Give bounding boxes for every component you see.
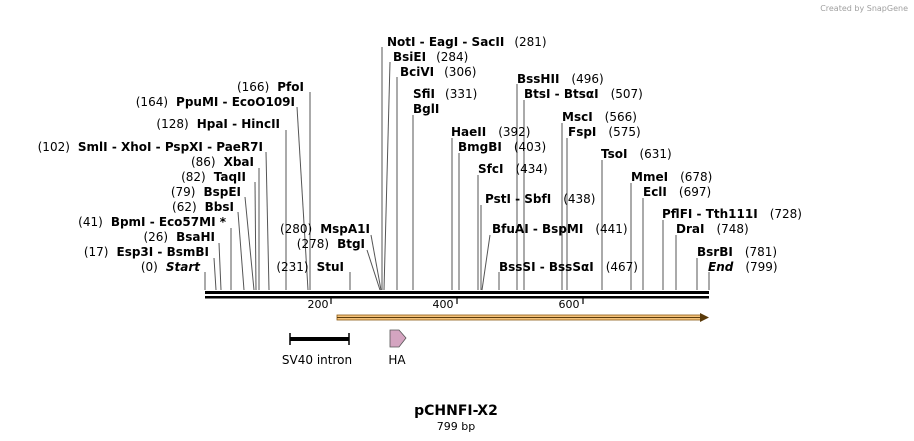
site-label[interactable]: (164) PpuMI - EcoO109I [136, 95, 295, 109]
plasmid-name: pCHNFI-X2 [414, 403, 498, 419]
site-label[interactable]: (128) HpaI - HincII [156, 117, 280, 131]
site-label[interactable]: DraI (748) [676, 222, 749, 236]
ha-label: HA [388, 353, 406, 367]
site-label[interactable]: MmeI (678) [631, 170, 712, 184]
tick-btgI [366, 249, 381, 291]
site-label[interactable]: BmgBI (403) [458, 140, 546, 154]
orf-arrow[interactable] [336, 313, 709, 322]
site-label[interactable]: BtsI - BtsαI (507) [524, 87, 643, 101]
sv40-intron-label: SV40 intron [282, 353, 352, 367]
site-label[interactable]: BssHII (496) [517, 72, 604, 86]
site-label[interactable]: (0) Start [141, 260, 201, 274]
site-label[interactable]: (41) BpmI - Eco57MI * [78, 215, 227, 229]
site-label[interactable]: (82) TaqII [181, 170, 246, 184]
site-label[interactable]: BsiEI (284) [393, 50, 468, 64]
site-ticks [204, 47, 710, 291]
site-label[interactable]: BfuAI - BspMI (441) [492, 222, 628, 236]
site-label[interactable]: (17) Esp3I - BsmBI [84, 245, 209, 259]
site-label[interactable]: SfiI (331) [413, 87, 477, 101]
backbone [205, 291, 709, 299]
site-label[interactable]: MscI (566) [562, 110, 637, 124]
site-label[interactable]: BglI [413, 102, 439, 116]
tick-ppuMI [296, 106, 309, 291]
site-label[interactable]: SfcI (434) [478, 162, 548, 176]
site-label[interactable]: (62) BbsI [172, 200, 234, 214]
site-label[interactable]: BciVI (306) [400, 65, 476, 79]
site-label[interactable]: (79) BspEI [171, 185, 241, 199]
site-label[interactable]: HaeII (392) [451, 125, 531, 139]
tick-mspA1I [370, 234, 382, 291]
tick-esp3I [213, 257, 217, 291]
plasmid-length: 799 bp [437, 420, 475, 433]
site-labels: NotI - EagI - SacII (281) BsiEI (284) BciV… [38, 35, 802, 274]
tick-taqII [254, 181, 257, 291]
tick-bsaHI [218, 242, 222, 291]
site-label[interactable]: (102) SmlI - XhoI - PspXI - PaeR7I [38, 140, 263, 154]
site-label[interactable]: NotI - EagI - SacII (281) [387, 35, 547, 49]
ruler-label-600: 600 [559, 298, 580, 311]
site-label[interactable]: (26) BsaHI [143, 230, 215, 244]
site-label[interactable]: TsoI (631) [601, 147, 672, 161]
tick-xhoI [265, 151, 270, 291]
ruler: 200 400 600 [308, 298, 584, 311]
site-label[interactable]: (280) MspA1I [280, 222, 370, 236]
tick-bfuAI [481, 234, 491, 291]
site-label[interactable]: EclI (697) [643, 185, 711, 199]
site-label[interactable]: BssSI - BssSαI (467) [499, 260, 638, 274]
snapgene-credit: Created by SnapGene [820, 4, 908, 13]
ruler-label-200: 200 [308, 298, 329, 311]
tick-bspEI [244, 196, 255, 291]
site-label[interactable]: (231) StuI [276, 260, 344, 274]
site-label[interactable]: PflFI - Tth111I (728) [662, 207, 802, 221]
site-label[interactable]: FspI (575) [568, 125, 641, 139]
site-label[interactable]: (278) BtgI [297, 237, 365, 251]
site-label[interactable]: (86) XbaI [191, 155, 254, 169]
site-label[interactable]: PstI - SbfI (438) [485, 192, 595, 206]
tick-bsiEI [383, 61, 391, 291]
site-label[interactable]: BsrBI (781) [697, 245, 777, 259]
ha-feature[interactable]: HA [388, 329, 407, 367]
ruler-label-400: 400 [433, 298, 454, 311]
site-label[interactable]: End (799) [708, 260, 778, 274]
tick-bbsI [237, 211, 245, 291]
site-label[interactable]: (166) PfoI [237, 80, 304, 94]
sv40-intron-feature[interactable]: SV40 intron [282, 333, 352, 367]
